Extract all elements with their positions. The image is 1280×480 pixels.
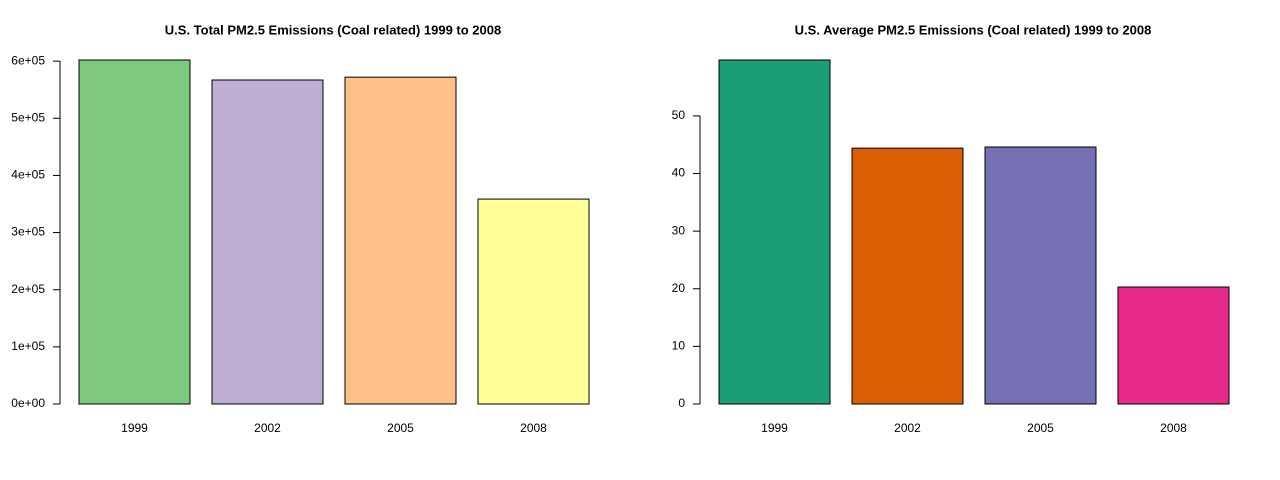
x-tick-label: 2002	[254, 421, 281, 435]
chart-title: U.S. Total PM2.5 Emissions (Coal related…	[165, 22, 501, 37]
bar	[477, 198, 590, 405]
y-tick-label: 4e+05	[11, 168, 45, 182]
bar	[211, 79, 324, 405]
y-tick-label: 0e+00	[11, 396, 45, 410]
x-tick-label: 1999	[761, 421, 788, 435]
bar	[344, 76, 457, 405]
y-tick-label: 40	[672, 166, 686, 180]
y-tick-label: 0	[678, 396, 685, 410]
x-tick-label: 2005	[387, 421, 414, 435]
bar	[851, 147, 964, 405]
y-tick-label: 20	[672, 281, 686, 295]
y-tick-label: 6e+05	[11, 53, 45, 67]
x-tick-label: 2005	[1027, 421, 1054, 435]
x-tick-label: 2008	[1160, 421, 1187, 435]
y-tick-label: 3e+05	[11, 225, 45, 239]
x-tick-label: 1999	[121, 421, 148, 435]
bar	[1117, 286, 1230, 405]
y-tick-label: 5e+05	[11, 110, 45, 124]
x-tick-label: 2008	[520, 421, 547, 435]
chart-title: U.S. Average PM2.5 Emissions (Coal relat…	[795, 22, 1152, 37]
y-tick-label: 50	[672, 108, 686, 122]
y-tick-label: 10	[672, 339, 686, 353]
bar	[78, 59, 191, 405]
y-tick-label: 30	[672, 223, 686, 237]
x-tick-label: 2002	[894, 421, 921, 435]
y-tick-label: 1e+05	[11, 339, 45, 353]
bar	[718, 59, 831, 405]
y-tick-label: 2e+05	[11, 282, 45, 296]
bar	[984, 146, 1097, 405]
